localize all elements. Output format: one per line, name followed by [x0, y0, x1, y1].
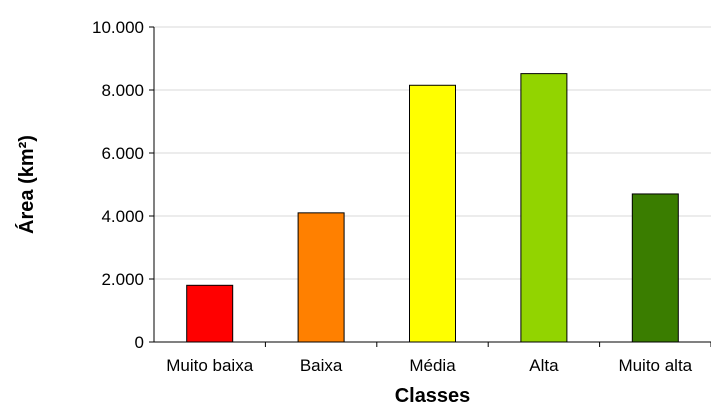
y-tick-label: 8.000 — [101, 81, 144, 100]
x-axis-title: Classes — [395, 385, 471, 407]
y-tick-label: 2.000 — [101, 270, 144, 289]
x-tick-label: Muito alta — [618, 356, 692, 375]
y-tick-label: 10.000 — [92, 18, 144, 37]
bar-alta — [520, 73, 568, 343]
y-axis-ticks: 0 2.000 4.000 6.000 8.000 10.000 — [92, 18, 154, 352]
bar-media — [409, 84, 456, 343]
bar-muito-alta — [631, 193, 679, 343]
bars — [186, 73, 679, 343]
bar-muito-baixa — [186, 284, 234, 343]
y-tick-label: 4.000 — [101, 207, 144, 226]
x-tick-label: Média — [409, 356, 456, 375]
x-axis-ticks: Muito baixa Baixa Média Alta Muito alta — [166, 342, 711, 375]
bar-baixa — [297, 212, 345, 343]
x-tick-label: Alta — [529, 356, 559, 375]
y-tick-label: 0 — [135, 333, 144, 352]
x-tick-label: Baixa — [300, 356, 343, 375]
y-tick-label: 6.000 — [101, 144, 144, 163]
x-tick-label: Muito baixa — [166, 356, 253, 375]
y-axis-title: Área (km²) — [15, 135, 38, 234]
